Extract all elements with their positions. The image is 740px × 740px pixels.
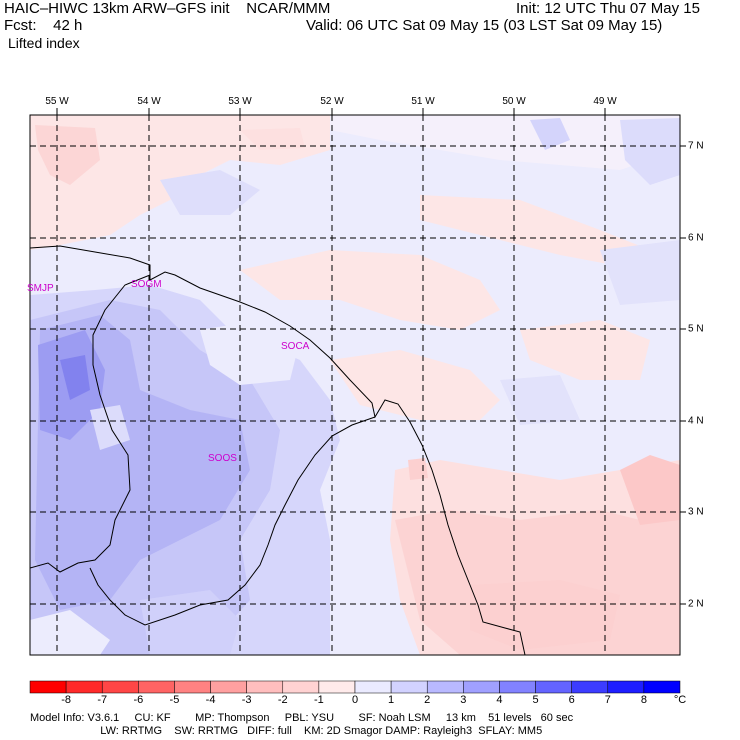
- lat-label: 6 N: [688, 232, 704, 244]
- colorbar-swatch: [499, 680, 536, 694]
- colorbar-swatch: [101, 680, 139, 694]
- lat-label: 5 N: [688, 323, 704, 335]
- lat-label: 2 N: [688, 598, 704, 610]
- lat-lon-grid: [30, 115, 680, 655]
- station-label: SMJP: [27, 283, 54, 294]
- lat-label: 3 N: [688, 506, 704, 518]
- lon-label: 50 W: [502, 96, 526, 107]
- model-info-line1: Model Info: V3.6.1 CU: KF MP: Thompson P…: [30, 712, 574, 724]
- colorbar-tick-label: 3: [460, 694, 467, 706]
- borders: [30, 245, 526, 655]
- colorbar-tick-label: 8: [640, 694, 647, 706]
- field-name: Lifted index: [8, 35, 80, 51]
- colorbar-swatch: [246, 680, 284, 694]
- lon-label: 53 W: [228, 96, 252, 107]
- model-info-line2: LW: RRTMG SW: RRTMG DIFF: full KM: 2D Sm…: [30, 725, 543, 737]
- colorbar-swatch: [174, 680, 211, 694]
- colorbar-tick-label: 4: [496, 694, 503, 706]
- colorbar-swatch: [210, 680, 247, 694]
- lat-label: 7 N: [688, 140, 704, 152]
- colorbar-tick-label: -1: [313, 694, 324, 706]
- colorbar-swatch: [29, 680, 67, 694]
- colorbar-swatch: [607, 680, 645, 694]
- valid-time: Valid: 06 UTC Sat 09 May 15 (03 LST Sat …: [306, 17, 663, 34]
- frame-ticks: [56, 108, 686, 605]
- lon-label: 52 W: [320, 96, 344, 107]
- colorbar-tick-label: 0: [351, 694, 359, 706]
- colorbar-tick-label: 1: [388, 694, 395, 706]
- station-label: SOGM: [131, 279, 162, 290]
- colorbar-tick-label: 7: [604, 694, 611, 706]
- station-label: SOCA: [281, 341, 310, 352]
- colorbar-tick-label: -3: [241, 694, 252, 706]
- colorbar-tick-label: -6: [133, 694, 144, 706]
- colorbar-swatch: [390, 680, 428, 694]
- colorbar-swatch: [65, 680, 103, 694]
- header-title: HAIC–HIWC 13km ARW–GFS init NCAR/MMM: [4, 0, 331, 17]
- colorbar-tick-label: -8: [61, 694, 71, 706]
- lat-label: 4 N: [688, 415, 704, 427]
- colorbar-swatch: [571, 680, 609, 694]
- init-time: Init: 12 UTC Thu 07 May 15: [516, 0, 700, 17]
- lifted-index-field: [30, 115, 680, 655]
- colorbar-swatch: [463, 680, 500, 694]
- map-frame: [29, 114, 681, 656]
- colorbar-tick-label: -4: [205, 694, 216, 706]
- colorbar-swatch: [535, 680, 572, 694]
- colorbar-tick-label: -2: [277, 694, 288, 706]
- lon-label: 54 W: [137, 96, 161, 107]
- station-label: SOOS: [208, 453, 237, 464]
- forecast-hour: Fcst: 42 h: [4, 17, 83, 34]
- colorbar-swatch: [318, 680, 356, 694]
- colorbar-swatch: [282, 680, 320, 694]
- colorbar-tick-label: 6: [568, 694, 575, 706]
- colorbar-swatch: [354, 680, 392, 694]
- colorbar-tick-label: -7: [97, 694, 108, 706]
- lon-label: 51 W: [411, 96, 435, 107]
- colorbar-swatch: [426, 680, 464, 694]
- colorbar-tick-label: 5: [532, 694, 539, 706]
- colorbar-tick-label: -5: [169, 694, 180, 706]
- lon-label: 49 W: [593, 96, 617, 107]
- lon-label: 55 W: [45, 96, 69, 107]
- colorbar-unit: °C: [673, 694, 687, 706]
- colorbar: [29, 680, 681, 694]
- colorbar-swatch: [138, 680, 175, 694]
- colorbar-swatch: [643, 680, 681, 694]
- colorbar-tick-label: 2: [424, 694, 431, 706]
